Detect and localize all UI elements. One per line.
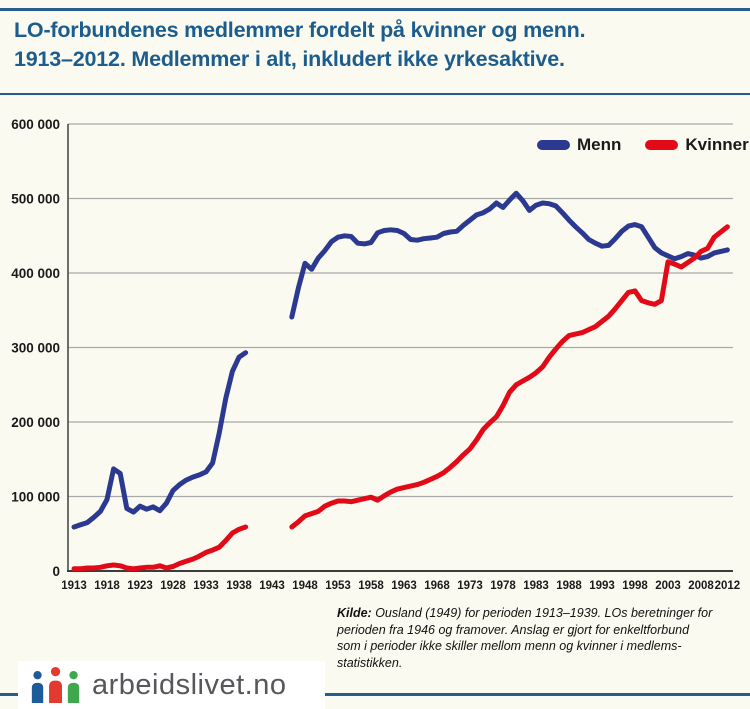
source-text: Ousland (1949) for perioden 1913–1939. L… (337, 606, 713, 670)
svg-text:500 000: 500 000 (11, 192, 60, 207)
source-label: Kilde: (337, 606, 372, 620)
svg-text:2003: 2003 (655, 580, 681, 592)
svg-text:1983: 1983 (523, 580, 549, 592)
person-green-icon (67, 670, 80, 703)
svg-text:1938: 1938 (226, 580, 252, 592)
svg-text:100 000: 100 000 (11, 490, 60, 505)
legend-label-kvinner: Kvinner (685, 135, 749, 154)
svg-text:2012: 2012 (715, 580, 741, 592)
svg-text:1988: 1988 (556, 580, 582, 592)
legend-item-menn: Menn (537, 135, 621, 155)
svg-text:1998: 1998 (622, 580, 648, 592)
svg-text:1918: 1918 (94, 580, 120, 592)
page-title: LO-forbundenes medlemmer fordelt på kvin… (14, 18, 586, 71)
svg-text:2008: 2008 (688, 580, 714, 592)
svg-text:1973: 1973 (457, 580, 483, 592)
bottom-border-rule (0, 693, 750, 696)
legend-label-menn: Menn (577, 135, 622, 154)
legend-item-kvinner: Kvinner (645, 135, 749, 155)
svg-text:200 000: 200 000 (11, 415, 60, 430)
person-blue-icon (31, 670, 44, 703)
svg-text:600 000: 600 000 (11, 117, 60, 132)
svg-text:1993: 1993 (589, 580, 615, 592)
svg-text:1923: 1923 (127, 580, 153, 592)
top-border-rule (0, 8, 750, 11)
svg-text:1928: 1928 (160, 580, 186, 592)
svg-text:1953: 1953 (325, 580, 351, 592)
svg-text:0: 0 (52, 564, 60, 579)
svg-text:1963: 1963 (391, 580, 417, 592)
brand-name: arbeidslivet.no (92, 668, 287, 701)
svg-text:400 000: 400 000 (11, 266, 60, 281)
chart-legend: Menn Kvinner (537, 135, 749, 155)
person-red-icon (49, 667, 62, 703)
svg-text:1933: 1933 (193, 580, 219, 592)
menn-line-swatch (537, 140, 570, 150)
svg-text:300 000: 300 000 (11, 341, 60, 356)
kvinner-line-swatch (645, 140, 679, 150)
title-divider-rule (0, 93, 750, 95)
svg-text:1978: 1978 (490, 580, 516, 592)
people-logo-icon (31, 667, 80, 703)
arbeidslivet-logo: arbeidslivet.no (18, 661, 325, 709)
svg-text:1948: 1948 (292, 580, 318, 592)
source-note: Kilde: Ousland (1949) for perioden 1913–… (337, 605, 749, 671)
svg-text:1943: 1943 (259, 580, 285, 592)
svg-text:1968: 1968 (424, 580, 450, 592)
svg-text:1913: 1913 (61, 580, 87, 592)
svg-text:1958: 1958 (358, 580, 384, 592)
